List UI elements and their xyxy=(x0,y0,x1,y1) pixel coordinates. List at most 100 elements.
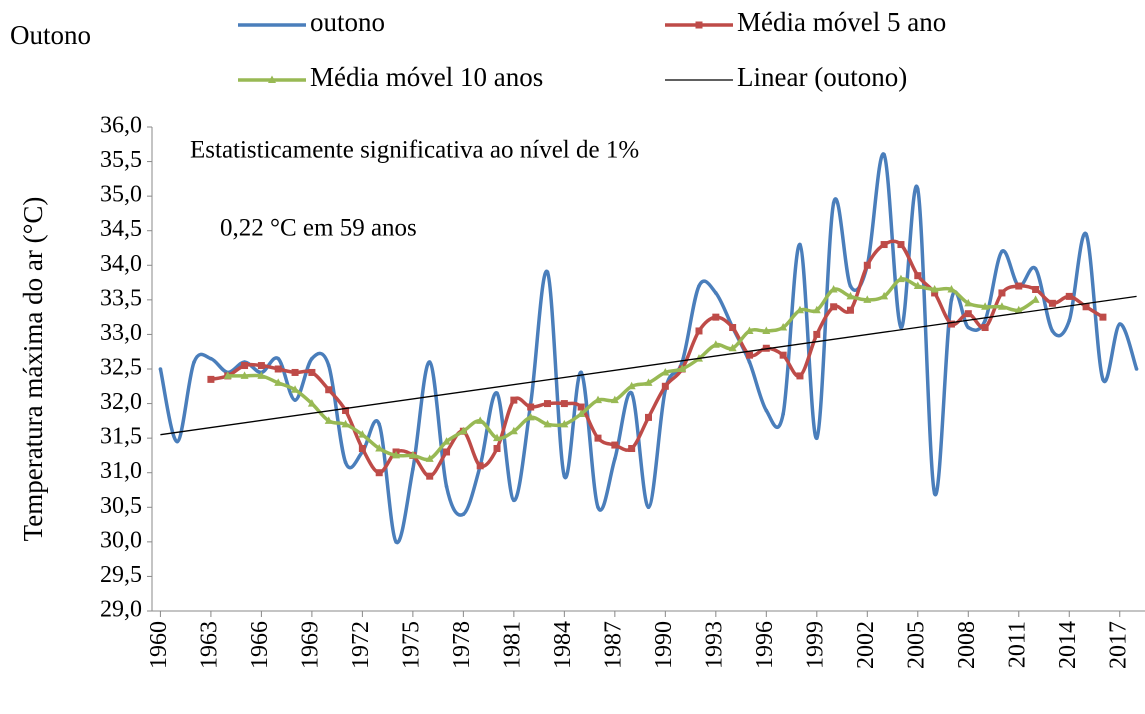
marker xyxy=(880,291,889,300)
marker xyxy=(425,454,434,462)
marker xyxy=(257,362,265,370)
marker xyxy=(695,327,703,335)
marker xyxy=(981,324,989,332)
marker xyxy=(747,360,752,364)
marker xyxy=(240,371,249,379)
y-tick-label: 32,0 xyxy=(100,389,142,415)
marker xyxy=(966,325,971,330)
y-tick-label: 30,0 xyxy=(100,527,142,553)
marker xyxy=(325,386,333,394)
legend-marker xyxy=(695,21,703,29)
marker xyxy=(932,491,937,496)
marker xyxy=(697,284,701,288)
x-tick-label: 2011 xyxy=(1004,621,1030,668)
marker xyxy=(175,439,180,444)
marker xyxy=(997,302,1006,310)
marker xyxy=(711,340,720,348)
marker xyxy=(678,364,687,372)
marker xyxy=(375,469,383,477)
legend-label: outono xyxy=(310,7,385,37)
marker xyxy=(341,419,350,428)
y-axis-label: Temperatura máxima do ar (°C) xyxy=(18,197,48,542)
x-tick-label: 1984 xyxy=(550,621,576,669)
marker xyxy=(1048,299,1056,307)
marker xyxy=(796,372,804,380)
marker xyxy=(813,330,821,338)
marker xyxy=(493,433,502,442)
marker xyxy=(308,368,316,376)
marker xyxy=(896,274,905,283)
x-tick-label: 1966 xyxy=(247,621,273,669)
marker xyxy=(594,395,603,404)
marker xyxy=(509,426,518,435)
annotation: Estatisticamente significativa ao nível … xyxy=(190,137,639,164)
marker xyxy=(762,326,771,334)
marker xyxy=(1084,232,1088,236)
marker xyxy=(1014,305,1023,314)
marker xyxy=(998,289,1006,297)
marker xyxy=(291,368,299,376)
y-tick-label: 34,5 xyxy=(100,216,142,242)
marker xyxy=(899,325,903,330)
marker xyxy=(326,363,331,368)
marker xyxy=(880,241,888,249)
marker xyxy=(613,457,617,461)
marker xyxy=(342,406,350,414)
marker xyxy=(781,412,785,416)
marker xyxy=(949,298,954,302)
marker xyxy=(594,434,602,442)
marker xyxy=(310,356,314,361)
marker xyxy=(459,426,468,435)
marker xyxy=(779,351,787,359)
marker xyxy=(544,400,552,408)
marker xyxy=(343,460,348,465)
marker xyxy=(947,320,955,328)
marker xyxy=(1031,295,1040,303)
legend-label: Média móvel 10 anos xyxy=(310,62,543,92)
marker xyxy=(408,450,417,459)
y-tick-label: 31,5 xyxy=(100,424,142,450)
x-tick-label: 2017 xyxy=(1105,621,1131,669)
marker xyxy=(764,408,769,413)
marker xyxy=(394,540,398,544)
marker xyxy=(444,484,449,489)
marker xyxy=(931,289,939,297)
marker xyxy=(476,416,485,424)
marker xyxy=(645,413,652,421)
marker xyxy=(846,291,855,300)
series-line xyxy=(160,295,1137,436)
marker xyxy=(1065,292,1073,300)
x-tick-label: 1999 xyxy=(802,621,828,669)
marker xyxy=(192,360,196,364)
marker xyxy=(1101,377,1105,382)
x-tick-label: 1975 xyxy=(398,621,424,669)
marker xyxy=(815,436,819,440)
series-line xyxy=(158,152,1139,545)
marker xyxy=(728,343,737,352)
x-tick-label: 2002 xyxy=(853,621,879,669)
marker xyxy=(577,403,585,411)
y-tick-label: 31,0 xyxy=(100,458,142,484)
marker xyxy=(377,422,382,427)
chart-title: Outono xyxy=(10,20,91,50)
marker xyxy=(493,445,501,453)
marker xyxy=(714,291,718,295)
marker xyxy=(712,313,720,321)
marker xyxy=(427,360,432,364)
marker xyxy=(745,326,754,334)
marker xyxy=(863,295,872,303)
marker xyxy=(1050,329,1055,333)
marker xyxy=(411,467,415,472)
marker xyxy=(358,445,366,453)
marker xyxy=(795,305,804,314)
annotation: 0,22 °C em 59 anos xyxy=(220,215,417,242)
marker xyxy=(560,419,569,428)
marker xyxy=(1134,367,1139,371)
marker xyxy=(830,303,838,311)
y-tick-label: 35,0 xyxy=(100,182,142,208)
marker xyxy=(207,375,215,383)
y-tick-label: 29,5 xyxy=(100,562,142,588)
legend-marker xyxy=(268,75,276,83)
marker xyxy=(1032,285,1040,293)
